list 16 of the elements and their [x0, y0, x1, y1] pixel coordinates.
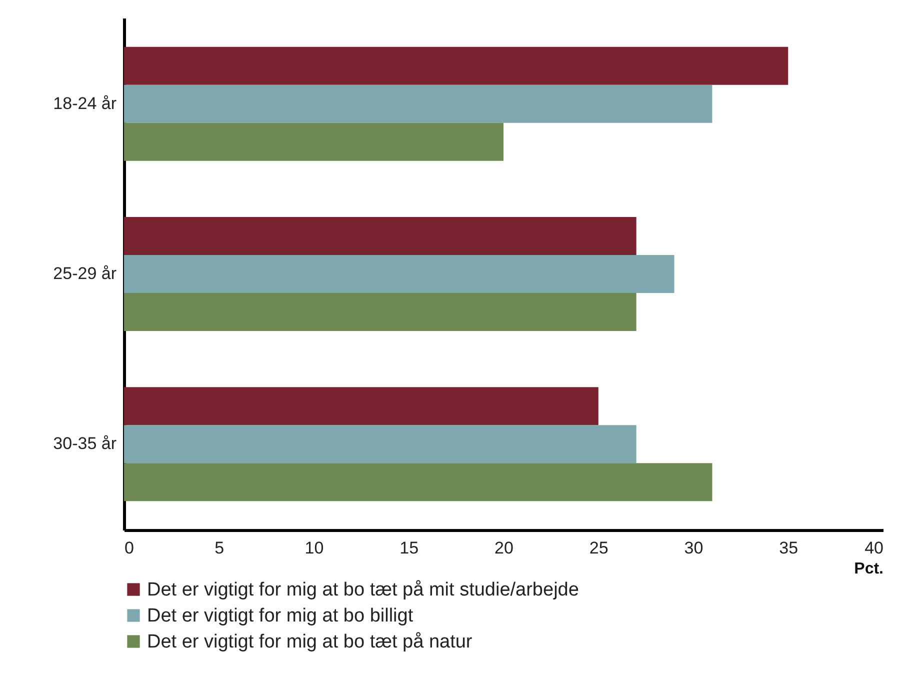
legend-label: Det er vigtigt for mig at bo tæt på mit studie/arbejde — [147, 580, 579, 600]
x-tick-label: 15 — [400, 538, 419, 558]
x-tick-label: 30 — [684, 538, 704, 558]
x-tick-label: 40 — [864, 538, 884, 558]
y-tick-label: 30-35 år — [53, 434, 117, 454]
legend-label: Det er vigtigt for mig at bo billigt — [147, 606, 414, 626]
legend-label: Det er vigtigt for mig at bo tæt på natur — [147, 632, 473, 652]
y-tick-label: 25-29 år — [53, 264, 117, 283]
x-tick-label: 35 — [779, 538, 798, 558]
x-tick-label: 20 — [494, 538, 514, 558]
x-tick-label: 25 — [589, 538, 608, 558]
y-tick-label: 18-24 år — [53, 94, 117, 113]
x-axis-title: Pct. — [854, 560, 884, 578]
x-tick-label: 5 — [214, 538, 224, 558]
x-tick-label: 10 — [304, 538, 324, 558]
x-tick-label: 0 — [124, 538, 134, 558]
